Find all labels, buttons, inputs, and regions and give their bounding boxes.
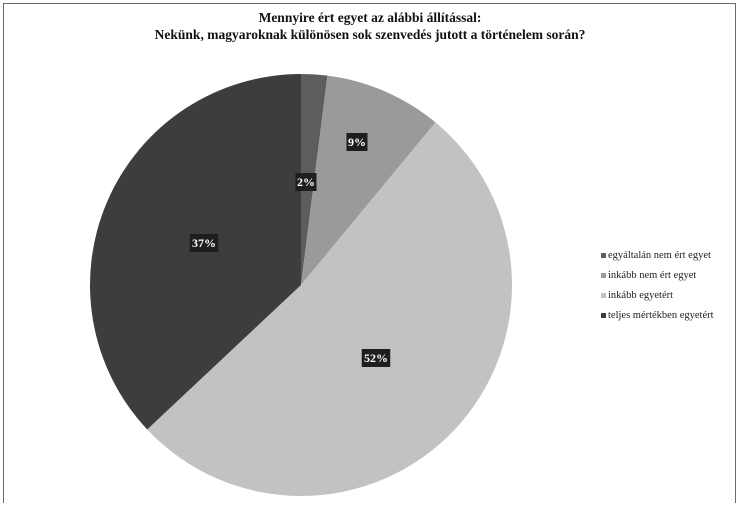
chart-legend: egyáltalán nem ért egyet inkább nem ért e… xyxy=(601,245,714,325)
data-label-2: 9% xyxy=(348,135,366,149)
data-label-bg-2 xyxy=(346,133,368,151)
legend-swatch xyxy=(601,272,606,278)
chart-frame xyxy=(3,3,736,503)
data-label-3: 52% xyxy=(364,351,388,365)
data-label-bg-3 xyxy=(361,349,391,367)
data-label-bg-1 xyxy=(295,173,317,191)
legend-label: inkább egyetért xyxy=(608,289,674,301)
legend-swatch xyxy=(601,292,606,298)
data-label-4: 37% xyxy=(192,236,216,250)
legend-item-4: teljes mértékben egyetért xyxy=(601,305,714,325)
legend-label: teljes mértékben egyetért xyxy=(608,309,714,321)
chart-title-line-1: Mennyire ért egyet az alábbi állítással: xyxy=(258,10,482,25)
legend-swatch xyxy=(601,252,606,258)
data-label-1: 2% xyxy=(297,175,315,189)
legend-label: egyáltalán nem ért egyet xyxy=(608,249,711,261)
legend-swatch xyxy=(601,312,606,318)
legend-item-3: inkább egyetért xyxy=(601,285,714,305)
chart-title-line-2: Nekünk, magyaroknak különösen sok szenve… xyxy=(154,27,586,42)
legend-item-2: inkább nem ért egyet xyxy=(601,265,714,285)
legend-label: inkább nem ért egyet xyxy=(608,269,697,281)
pie-slice-3 xyxy=(147,122,512,497)
data-label-bg-4 xyxy=(189,234,219,252)
pie-slice-2 xyxy=(301,75,436,286)
legend-item-1: egyáltalán nem ért egyet xyxy=(601,245,714,265)
